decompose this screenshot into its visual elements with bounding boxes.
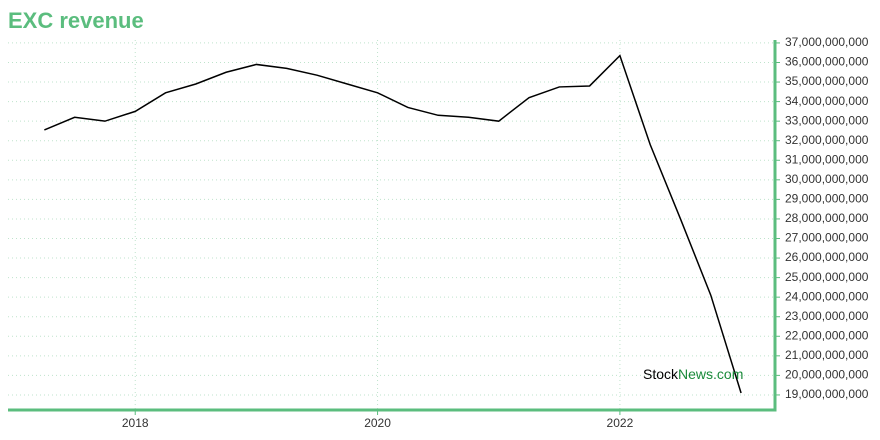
x-tick-label: 2018 bbox=[122, 416, 149, 430]
y-tick-label: 28,000,000,000 bbox=[785, 211, 869, 225]
y-tick-label: 24,000,000,000 bbox=[785, 289, 869, 303]
y-tick-label: 29,000,000,000 bbox=[785, 192, 869, 206]
y-tick-label: 32,000,000,000 bbox=[785, 133, 869, 147]
y-tick-label: 27,000,000,000 bbox=[785, 231, 869, 245]
y-tick-label: 25,000,000,000 bbox=[785, 270, 869, 284]
x-tick-label: 2022 bbox=[607, 416, 634, 430]
y-tick-label: 33,000,000,000 bbox=[785, 113, 869, 127]
y-tick-label: 21,000,000,000 bbox=[785, 348, 869, 362]
y-tick-label: 23,000,000,000 bbox=[785, 309, 869, 323]
x-tick-label: 2020 bbox=[364, 416, 391, 430]
y-tick-label: 22,000,000,000 bbox=[785, 328, 869, 342]
y-tick-label: 31,000,000,000 bbox=[785, 152, 869, 166]
y-tick-label: 37,000,000,000 bbox=[785, 35, 869, 49]
watermark-part: News.com bbox=[678, 366, 743, 382]
y-tick-label: 19,000,000,000 bbox=[785, 387, 869, 401]
y-tick-label: 34,000,000,000 bbox=[785, 94, 869, 108]
watermark: StockNews.com bbox=[643, 366, 743, 382]
y-tick-label: 26,000,000,000 bbox=[785, 250, 869, 264]
chart-title: EXC revenue bbox=[8, 8, 144, 33]
y-tick-label: 30,000,000,000 bbox=[785, 172, 869, 186]
data-line bbox=[44, 54, 742, 394]
y-tick-label: 36,000,000,000 bbox=[785, 55, 869, 69]
y-tick-label: 35,000,000,000 bbox=[785, 74, 869, 88]
y-tick-label: 20,000,000,000 bbox=[785, 368, 869, 382]
watermark-part: Stock bbox=[643, 366, 679, 382]
